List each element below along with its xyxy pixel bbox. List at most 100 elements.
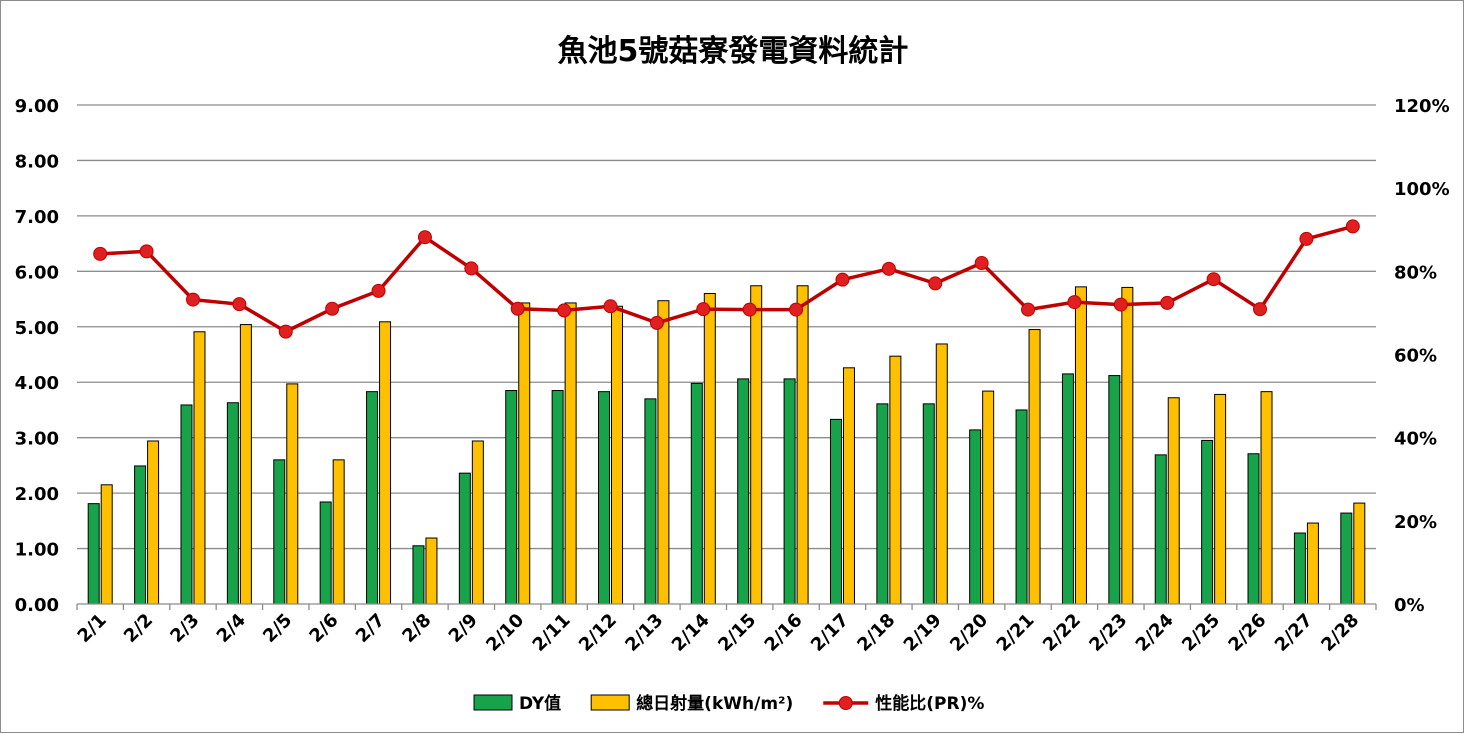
x-tick-label: 2/3 bbox=[166, 610, 203, 647]
bar-dy-27 bbox=[1340, 512, 1353, 605]
bar-irradiance-4 bbox=[286, 383, 299, 605]
x-tick-label: 2/15 bbox=[714, 610, 760, 656]
x-tick-label: 2/5 bbox=[259, 610, 296, 647]
x-tick-label: 2/13 bbox=[621, 610, 667, 656]
bar-dy-10 bbox=[551, 390, 564, 605]
legend-swatch-0 bbox=[473, 694, 513, 711]
x-tick-label: 2/16 bbox=[761, 610, 807, 656]
pr-point-3 bbox=[232, 297, 247, 312]
bar-irradiance-12 bbox=[657, 300, 670, 605]
pr-point-11 bbox=[603, 299, 618, 314]
y-left-tick-label: 6.00 bbox=[15, 262, 59, 283]
pr-point-10 bbox=[557, 303, 572, 318]
x-tick-label: 2/20 bbox=[946, 610, 992, 656]
pr-point-26 bbox=[1299, 231, 1314, 246]
pr-point-24 bbox=[1206, 272, 1221, 287]
bar-dy-8 bbox=[458, 472, 471, 605]
bar-dy-7 bbox=[412, 545, 425, 605]
pr-point-15 bbox=[789, 302, 804, 317]
y-right-tick-label: 20% bbox=[1394, 512, 1437, 533]
bar-dy-17 bbox=[876, 403, 889, 605]
pr-point-19 bbox=[974, 256, 989, 271]
x-tick-label: 2/28 bbox=[1317, 610, 1363, 656]
x-tick-label: 2/24 bbox=[1132, 610, 1178, 656]
bar-dy-1 bbox=[134, 465, 147, 605]
x-tick-label: 2/14 bbox=[668, 610, 714, 656]
pr-point-6 bbox=[371, 283, 386, 298]
bar-irradiance-11 bbox=[611, 305, 624, 605]
bar-dy-2 bbox=[180, 404, 193, 605]
y-left-tick-label: 8.00 bbox=[15, 151, 59, 172]
bar-dy-11 bbox=[598, 391, 611, 605]
bar-irradiance-20 bbox=[1028, 329, 1041, 605]
bar-dy-0 bbox=[87, 503, 100, 605]
bar-dy-18 bbox=[922, 403, 935, 605]
y-left-tick-label: 5.00 bbox=[15, 318, 59, 339]
x-tick-label: 2/27 bbox=[1271, 610, 1317, 656]
bar-irradiance-7 bbox=[425, 537, 438, 605]
bar-irradiance-9 bbox=[518, 302, 531, 605]
bar-irradiance-27 bbox=[1353, 502, 1366, 605]
legend: DY值 總日射量(kWh/m²) 性能比(PR)% bbox=[473, 693, 984, 714]
bar-irradiance-18 bbox=[935, 343, 948, 605]
pr-line bbox=[100, 224, 1354, 334]
pr-point-22 bbox=[1113, 297, 1128, 312]
pr-point-23 bbox=[1160, 295, 1175, 310]
y-right-tick-label: 0% bbox=[1394, 595, 1425, 616]
pr-point-27 bbox=[1345, 219, 1360, 234]
x-tick-label: 2/4 bbox=[213, 610, 250, 647]
y-left-tick-label: 7.00 bbox=[15, 207, 59, 228]
bar-dy-14 bbox=[737, 378, 750, 605]
bar-irradiance-25 bbox=[1260, 391, 1273, 605]
x-tick-label: 2/6 bbox=[305, 610, 342, 647]
pr-point-18 bbox=[928, 276, 943, 291]
pr-point-9 bbox=[510, 301, 525, 316]
x-tick-label: 2/1 bbox=[74, 610, 111, 647]
bar-irradiance-6 bbox=[379, 321, 392, 605]
y-right-tick-label: 80% bbox=[1394, 262, 1437, 283]
x-tick-label: 2/11 bbox=[529, 610, 575, 656]
bar-irradiance-21 bbox=[1074, 286, 1087, 605]
y-left-tick-label: 3.00 bbox=[15, 429, 59, 450]
bar-dy-6 bbox=[366, 391, 379, 605]
pr-line-series bbox=[93, 219, 1360, 339]
bar-dy-4 bbox=[273, 459, 286, 605]
bar-irradiance-14 bbox=[750, 285, 763, 605]
bar-irradiance-15 bbox=[796, 285, 809, 605]
gridlines bbox=[77, 104, 1376, 550]
x-tick-label: 2/9 bbox=[445, 610, 482, 647]
bar-dy-13 bbox=[690, 382, 703, 605]
x-tick-label: 2/7 bbox=[352, 610, 389, 647]
bar-dy-22 bbox=[1108, 375, 1121, 605]
x-tick-label: 2/23 bbox=[1085, 610, 1131, 656]
legend-label-1: 總日射量(kWh/m²) bbox=[636, 693, 793, 714]
x-tick-label: 2/10 bbox=[482, 610, 528, 656]
x-tick-label: 2/21 bbox=[993, 610, 1039, 656]
bar-irradiance-8 bbox=[471, 440, 484, 605]
pr-point-7 bbox=[417, 230, 432, 245]
pr-point-16 bbox=[835, 272, 850, 287]
x-tick-label: 2/25 bbox=[1178, 610, 1224, 656]
bar-series bbox=[87, 285, 1366, 605]
y-right-tick-label: 60% bbox=[1394, 346, 1437, 367]
pr-point-25 bbox=[1253, 302, 1268, 317]
x-tick-label: 2/8 bbox=[398, 610, 435, 647]
bar-irradiance-10 bbox=[564, 302, 577, 605]
bar-irradiance-1 bbox=[147, 440, 160, 605]
bar-dy-12 bbox=[644, 398, 657, 605]
bar-irradiance-26 bbox=[1306, 522, 1319, 605]
bar-dy-3 bbox=[226, 402, 239, 605]
bar-irradiance-24 bbox=[1214, 393, 1227, 605]
x-tick-label: 2/18 bbox=[853, 610, 899, 656]
y-left-tick-label: 4.00 bbox=[15, 373, 59, 394]
bar-dy-20 bbox=[1015, 409, 1028, 605]
bar-irradiance-17 bbox=[889, 355, 902, 605]
pr-point-13 bbox=[696, 302, 711, 317]
x-tick-label: 2/19 bbox=[900, 610, 946, 656]
bar-dy-21 bbox=[1061, 373, 1074, 605]
bar-irradiance-22 bbox=[1121, 286, 1134, 605]
bar-irradiance-0 bbox=[100, 484, 113, 605]
bar-irradiance-13 bbox=[703, 293, 716, 605]
